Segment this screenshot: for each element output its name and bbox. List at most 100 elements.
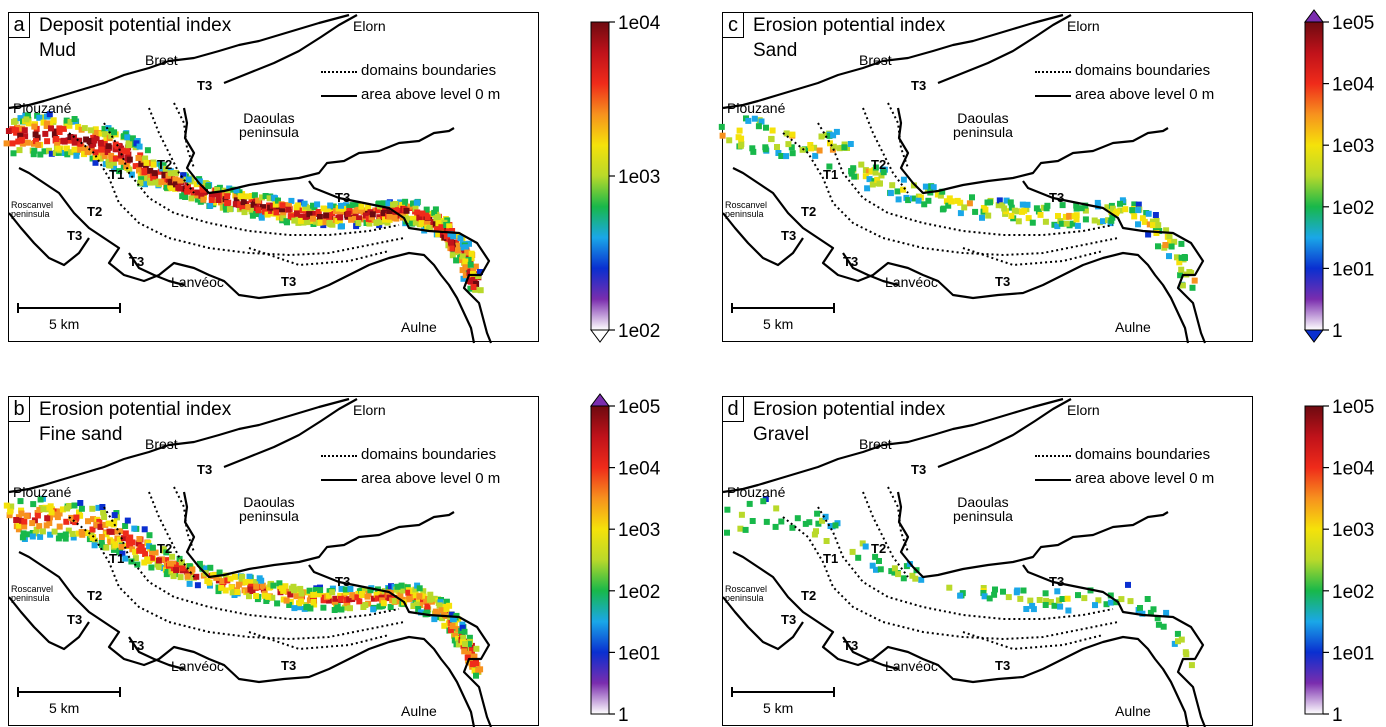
index-cell (331, 599, 338, 605)
colorbar: 1e04 1e03 1e02 (590, 13, 661, 343)
scale-bar-label: 5 km (763, 700, 794, 716)
bathymetry-map (718, 13, 1207, 344)
index-cell (1166, 233, 1173, 240)
index-cell (285, 203, 292, 209)
index-cell (103, 544, 110, 551)
index-cell (435, 220, 442, 227)
index-cell (312, 210, 318, 217)
index-cell (423, 206, 430, 213)
index-cell (317, 587, 324, 594)
index-cell (462, 641, 468, 648)
index-cell (215, 588, 222, 595)
index-cell (263, 598, 270, 604)
index-cell (818, 133, 825, 140)
index-cell (208, 193, 215, 200)
index-cell (194, 189, 201, 196)
index-cell (1081, 595, 1088, 602)
index-cell (447, 627, 454, 633)
index-cell (246, 593, 252, 600)
index-cell (847, 141, 854, 147)
index-cell (446, 223, 453, 230)
index-cell (348, 216, 355, 223)
index-cell (453, 257, 460, 264)
index-cell (188, 195, 195, 202)
index-cell (1155, 621, 1162, 628)
index-cell (159, 165, 166, 172)
index-cell (32, 530, 39, 537)
index-cell (1186, 269, 1193, 275)
index-cell (410, 200, 416, 207)
index-cell (329, 589, 336, 596)
index-cell (769, 127, 776, 134)
domain-label-t1: T1 (109, 167, 125, 182)
index-cell (69, 530, 76, 537)
index-cell (441, 622, 448, 629)
roscanvel-peninsula-outline (722, 596, 804, 651)
index-cell (432, 206, 439, 213)
index-cell (337, 592, 344, 599)
daoulas-peninsula-outline (182, 491, 455, 579)
index-cell (98, 146, 105, 153)
index-cell (236, 189, 243, 196)
domain-boundaries-layer (782, 486, 1119, 651)
index-cell (738, 511, 745, 518)
domain-boundaries-layer (68, 102, 405, 267)
index-cell (1191, 277, 1198, 284)
index-cell (1043, 597, 1050, 604)
index-cell (189, 566, 196, 573)
index-cell (405, 589, 412, 596)
index-cell (937, 192, 944, 199)
index-cell (386, 208, 393, 214)
index-cell (232, 573, 238, 580)
index-cell (44, 138, 51, 145)
daoulas-east-arm (308, 564, 493, 727)
index-cell (320, 604, 327, 611)
index-cell (57, 532, 64, 539)
index-cell (105, 158, 112, 165)
index-cell (1069, 220, 1076, 227)
index-cell (1057, 603, 1064, 610)
index-cell (77, 500, 84, 506)
index-cell (250, 206, 257, 213)
place-roscanvel-peninsula: Roscanvel peninsula (725, 584, 768, 604)
index-cell (349, 592, 356, 599)
index-cell (40, 506, 47, 513)
index-cell (120, 148, 127, 155)
index-cell (83, 136, 90, 143)
index-cell (877, 566, 884, 573)
index-cell (819, 517, 825, 524)
index-cell (5, 128, 12, 134)
index-cell (1015, 218, 1022, 225)
index-cell (14, 127, 21, 134)
index-cell (1037, 211, 1044, 218)
index-cell (873, 566, 879, 573)
index-cell (1163, 227, 1170, 234)
index-cell (435, 231, 442, 238)
index-cell (773, 505, 780, 512)
index-cell (279, 202, 286, 209)
index-cell (365, 215, 372, 222)
index-cell (982, 206, 989, 213)
index-cell (1073, 205, 1080, 212)
index-cell (302, 213, 309, 220)
index-cell (794, 515, 801, 522)
index-cell (68, 149, 75, 156)
index-cell (1141, 218, 1148, 225)
index-cell (1005, 594, 1012, 601)
index-cell (392, 597, 399, 604)
index-cell (855, 554, 862, 561)
index-cell (737, 525, 744, 532)
index-cell (17, 115, 24, 122)
domain-label-t3: T3 (129, 254, 145, 269)
index-cell (423, 598, 430, 605)
index-cell (1117, 207, 1124, 214)
place-lanveoc: Lanvéoc (885, 658, 938, 674)
index-cell (431, 595, 438, 602)
index-cell (264, 211, 271, 218)
southern-coastline (732, 551, 1190, 727)
index-cell (946, 584, 953, 591)
roscanvel-peninsula-outline (8, 596, 90, 651)
index-cell (876, 558, 882, 564)
index-cell (51, 131, 58, 138)
index-cell (745, 117, 752, 124)
